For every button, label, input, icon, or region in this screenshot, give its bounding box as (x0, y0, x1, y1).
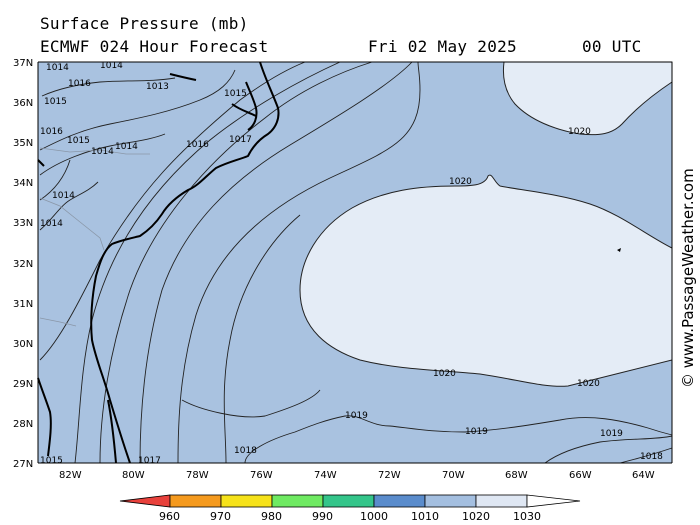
site-credit: © www.PassageWeather.com (679, 168, 697, 388)
lat-label: 31N (13, 299, 33, 310)
lat-label: 28N (13, 419, 33, 430)
lon-label: 80W (122, 470, 145, 481)
isobar-label: 1018 (234, 446, 257, 456)
coastline (37, 61, 280, 464)
lon-label: 68W (505, 470, 528, 481)
isobar-label: 1015 (44, 97, 67, 107)
isobar-label: 1015 (224, 89, 247, 99)
colorbar-segment (169, 494, 222, 508)
isobar-label: 1017 (229, 135, 252, 145)
axis-ticks (37, 61, 673, 464)
lat-label: 33N (13, 218, 33, 229)
isobar-label: 1014 (115, 142, 138, 152)
colorbar-label: 980 (261, 510, 282, 523)
colorbar-label: 1000 (360, 510, 388, 523)
colorbar-segment (475, 494, 528, 508)
lat-label: 30N (13, 339, 33, 350)
lat-label: 36N (13, 98, 33, 109)
colorbar-label: 1010 (411, 510, 439, 523)
isobar-label: 1020 (433, 369, 456, 379)
map-title: Surface Pressure (mb) (40, 14, 249, 33)
colorbar-label: 990 (312, 510, 333, 523)
colorbar-label: 960 (159, 510, 180, 523)
lat-label: 29N (13, 379, 33, 390)
isobar-label: 1014 (52, 191, 75, 201)
isobar-lines (39, 61, 673, 464)
isobar-label: 1017 (138, 456, 161, 466)
isobar-label: 1015 (67, 136, 90, 146)
isobar-label: 1016 (68, 79, 91, 89)
isobar-label: 1019 (465, 427, 488, 437)
isobar-label: 1020 (568, 127, 591, 137)
lon-label: 70W (442, 470, 465, 481)
colorbar-segment (424, 494, 477, 508)
pressure-colorbar: 960 970 980 990 1000 1010 1020 1030 (119, 494, 581, 523)
lon-label: 78W (186, 470, 209, 481)
forecast-time: 00 UTC (582, 37, 642, 56)
isobar-label: 1014 (46, 63, 69, 73)
model-forecast-label: ECMWF 024 Hour Forecast (40, 37, 269, 56)
lon-label: 76W (250, 470, 273, 481)
longitude-labels: 82W 80W 78W 76W 74W 72W 70W 68W 66W 64W (59, 470, 655, 481)
lat-label: 35N (13, 138, 33, 149)
colorbar-label: 970 (210, 510, 231, 523)
lat-label: 27N (13, 459, 33, 470)
lat-label: 37N (13, 58, 33, 69)
isobar-label: 1019 (600, 429, 623, 439)
colorbar-segment (526, 494, 581, 508)
lat-label: 34N (13, 178, 33, 189)
high-pressure-area-northeast (502, 61, 673, 136)
isobar-label: 1020 (577, 379, 600, 389)
isobar-label: 1014 (91, 147, 114, 157)
isobar-label: 1014 (100, 61, 123, 71)
lon-label: 72W (378, 470, 401, 481)
isobar-labels: 1014 1014 1016 1015 1013 1015 1016 1017 … (40, 61, 663, 466)
colorbar-segment (322, 494, 375, 508)
high-pressure-area-east (299, 174, 673, 387)
lat-label: 32N (13, 259, 33, 270)
colorbar-segment (220, 494, 273, 508)
lon-label: 74W (314, 470, 337, 481)
isobar-label: 1020 (449, 177, 472, 187)
bermuda-island (617, 248, 621, 252)
latitude-labels: 37N 36N 35N 34N 33N 32N 31N 30N 29N 28N … (13, 58, 33, 470)
isobar-label: 1015 (40, 456, 63, 466)
forecast-date: Fri 02 May 2025 (368, 37, 517, 56)
lon-label: 64W (632, 470, 655, 481)
isobar-label: 1013 (146, 82, 169, 92)
colorbar-segment (119, 494, 171, 508)
isobar-label: 1016 (186, 140, 209, 150)
colorbar-segment (373, 494, 426, 508)
colorbar-segment (271, 494, 324, 508)
colorbar-label: 1030 (513, 510, 541, 523)
isobar-label: 1018 (640, 452, 663, 462)
lon-label: 82W (59, 470, 82, 481)
isobar-label: 1019 (345, 411, 368, 421)
colorbar-label: 1020 (462, 510, 490, 523)
state-borders (39, 147, 150, 327)
lon-label: 66W (569, 470, 592, 481)
isobar-label: 1016 (40, 127, 63, 137)
isobar-label: 1014 (40, 219, 63, 229)
